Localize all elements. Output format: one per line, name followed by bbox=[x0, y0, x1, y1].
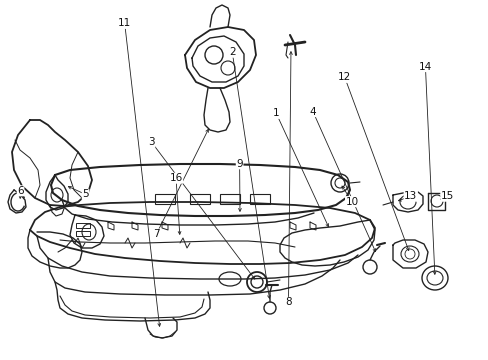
Text: 12: 12 bbox=[337, 72, 351, 82]
Bar bbox=[155, 194, 175, 204]
Text: 6: 6 bbox=[17, 186, 24, 196]
Bar bbox=[190, 194, 209, 204]
Text: 1: 1 bbox=[272, 108, 279, 118]
Text: 8: 8 bbox=[285, 297, 291, 307]
Text: 11: 11 bbox=[118, 18, 131, 28]
Text: 5: 5 bbox=[82, 189, 89, 199]
Text: 2: 2 bbox=[228, 47, 235, 57]
Text: 16: 16 bbox=[169, 173, 183, 183]
Bar bbox=[76, 231, 90, 236]
Text: 4: 4 bbox=[309, 107, 316, 117]
Bar bbox=[76, 223, 90, 228]
Text: 14: 14 bbox=[418, 62, 431, 72]
Bar bbox=[220, 194, 240, 204]
Text: 9: 9 bbox=[236, 159, 243, 169]
Bar bbox=[249, 194, 269, 204]
Text: 10: 10 bbox=[345, 197, 358, 207]
Text: 3: 3 bbox=[148, 137, 155, 147]
Text: 7: 7 bbox=[153, 229, 160, 239]
Text: 15: 15 bbox=[440, 191, 453, 201]
Text: 13: 13 bbox=[403, 191, 417, 201]
